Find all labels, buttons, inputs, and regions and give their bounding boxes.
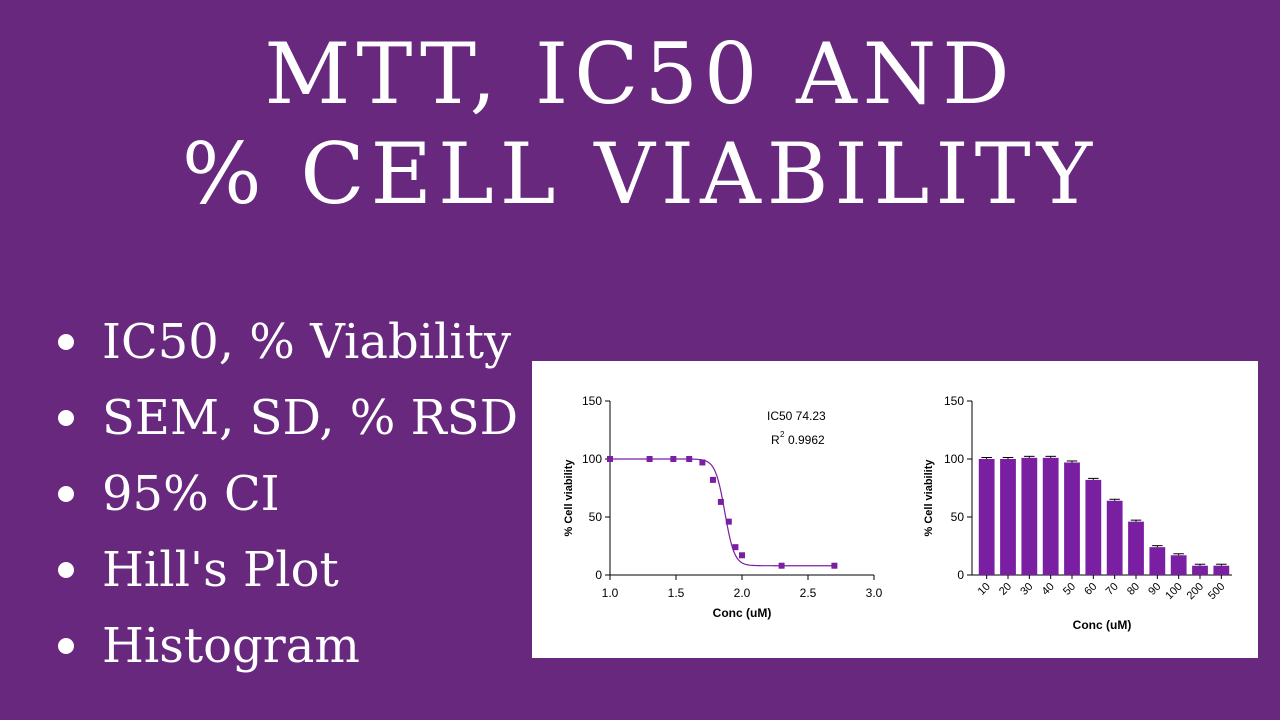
- data-point: [670, 456, 677, 462]
- bar: [1192, 565, 1208, 575]
- bullet-dot-icon: [58, 562, 74, 578]
- x-tick-label: 1.0: [602, 586, 619, 600]
- bullet-item: Hill's Plot: [52, 532, 518, 608]
- bullet-dot-icon: [58, 638, 74, 654]
- chart-panel: 0 50 100 150 1.0 1.5 2.0 2.5 3.0 Conc (uM)% Cell …: [532, 361, 1258, 658]
- bar: [1170, 555, 1187, 575]
- bar: [1064, 462, 1080, 575]
- bullet-text: SEM, SD, % RSD: [102, 390, 519, 446]
- y-tick-label: 100: [582, 452, 602, 466]
- r2-annotation-r: R: [771, 433, 780, 447]
- x-axis-label: Conc (uM): [713, 606, 772, 620]
- data-point: [778, 562, 785, 569]
- bullet-item: SEM, SD, % RSD: [52, 380, 518, 456]
- x-tick-label: 2.5: [800, 586, 817, 600]
- data-point: [709, 476, 716, 483]
- page-title: MTT, IC50 AND % CELL VIABILITY: [0, 24, 1280, 224]
- data-point: [607, 456, 613, 462]
- data-point: [725, 518, 732, 525]
- y-tick-label: 0: [957, 568, 964, 582]
- r2-annotation-value: 0.9962: [788, 433, 825, 447]
- bullet-dot-icon: [58, 486, 74, 502]
- bullet-text: Histogram: [102, 618, 360, 674]
- bar: [1213, 565, 1230, 575]
- x-tick-label: 200: [1185, 581, 1206, 602]
- bar: [1106, 500, 1123, 575]
- x-tick-label: 2.0: [734, 586, 751, 600]
- y-tick-label: 50: [951, 510, 965, 524]
- bar: [1128, 521, 1144, 575]
- bullet-item: IC50, % Viability: [52, 304, 518, 380]
- data-point: [686, 456, 693, 462]
- fit-curve: [610, 458, 835, 567]
- x-tick-label: 3.0: [866, 586, 883, 600]
- bullet-text: IC50, % Viability: [102, 314, 512, 370]
- x-tick-label: 60: [1082, 581, 1099, 598]
- r2-annotation-superscript: 2: [780, 430, 785, 439]
- bullet-item: 95% CI: [52, 456, 518, 532]
- ic50-annotation: IC50 74.23: [767, 409, 826, 423]
- y-axis-label: % Cell viability: [923, 459, 935, 537]
- data-point: [717, 498, 724, 505]
- x-tick-label: 30: [1018, 581, 1035, 598]
- data-point: [831, 562, 838, 569]
- x-tick-label: 100: [1163, 581, 1184, 602]
- bar: [978, 459, 995, 575]
- y-tick-label: 50: [589, 510, 603, 524]
- bar: [1149, 547, 1166, 575]
- x-tick-label: 10: [976, 581, 993, 598]
- y-tick-label: 150: [582, 394, 602, 408]
- x-tick-label: 1.5: [668, 586, 685, 600]
- y-tick-label: 0: [595, 568, 602, 582]
- data-point: [646, 456, 653, 462]
- bullet-dot-icon: [58, 410, 74, 426]
- x-tick-label: 20: [997, 581, 1014, 598]
- bar: [1042, 457, 1059, 575]
- y-tick-label: 150: [944, 394, 964, 408]
- bullet-text: 95% CI: [102, 466, 280, 522]
- bar: [1021, 457, 1038, 575]
- bullet-item: Histogram: [52, 608, 518, 684]
- bullet-list: IC50, % Viability SEM, SD, % RSD 95% CI …: [52, 304, 518, 684]
- x-tick-label: 90: [1146, 581, 1163, 598]
- title-line-2: % CELL VIABILITY: [181, 125, 1099, 223]
- data-point: [732, 544, 739, 551]
- bullet-dot-icon: [58, 334, 74, 350]
- y-axis-label: % Cell viability: [563, 459, 575, 537]
- y-tick-label: 100: [944, 452, 964, 466]
- title-line-1: MTT, IC50 AND: [264, 25, 1016, 123]
- x-tick-label: 500: [1206, 581, 1227, 602]
- data-point: [699, 459, 706, 466]
- bullet-text: Hill's Plot: [102, 542, 339, 598]
- bar: [1085, 479, 1102, 575]
- x-tick-label: 50: [1061, 581, 1078, 598]
- bar: [1000, 459, 1016, 575]
- x-axis-label: Conc (uM): [1073, 618, 1132, 632]
- x-tick-label: 40: [1040, 581, 1057, 598]
- x-tick-label: 70: [1104, 581, 1121, 598]
- data-point: [739, 552, 745, 559]
- x-tick-label: 80: [1125, 581, 1142, 598]
